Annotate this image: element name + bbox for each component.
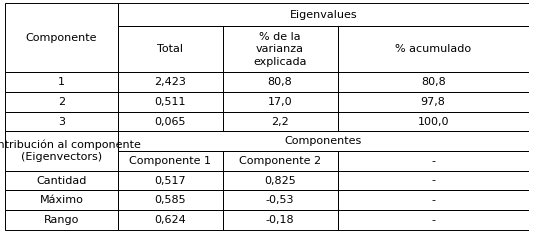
Text: 0,517: 0,517 [154, 175, 186, 185]
Bar [223, 112, 337, 131]
Text: 0,585: 0,585 [154, 195, 186, 205]
Text: 2,423: 2,423 [154, 77, 186, 87]
Bar [118, 210, 223, 230]
Bar [223, 72, 337, 92]
Text: Componente 1: Componente 1 [129, 156, 211, 166]
Bar [118, 190, 223, 210]
Bar [223, 92, 337, 112]
Bar [337, 171, 529, 190]
Text: -: - [431, 195, 435, 205]
Text: 17,0: 17,0 [268, 97, 293, 107]
Text: 0,511: 0,511 [154, 97, 186, 107]
Text: Contribución al componente
(Eigenvectors): Contribución al componente (Eigenvectors… [0, 140, 140, 162]
Bar [118, 112, 223, 131]
Bar [118, 3, 529, 26]
Bar [118, 151, 223, 171]
Bar [118, 72, 223, 92]
Bar [118, 92, 223, 112]
Bar [337, 210, 529, 230]
Bar [223, 210, 337, 230]
Bar [5, 171, 118, 190]
Bar [118, 131, 529, 151]
Bar [337, 190, 529, 210]
Text: Componentes: Componentes [285, 136, 362, 146]
Text: 2: 2 [58, 97, 65, 107]
Bar [337, 151, 529, 171]
Bar [223, 171, 337, 190]
Bar [223, 151, 337, 171]
Text: Cantidad: Cantidad [36, 175, 87, 185]
Bar [5, 92, 118, 112]
Text: -: - [431, 215, 435, 225]
Bar [5, 131, 118, 171]
Bar [337, 112, 529, 131]
Bar [223, 190, 337, 210]
Bar [5, 72, 118, 92]
Bar [337, 92, 529, 112]
Text: Rango: Rango [44, 215, 79, 225]
Text: Componente 2: Componente 2 [239, 156, 321, 166]
Text: Máximo: Máximo [40, 195, 83, 205]
Text: -0,53: -0,53 [266, 195, 294, 205]
Text: -: - [431, 156, 435, 166]
Text: 2,2: 2,2 [271, 116, 289, 127]
Bar [5, 3, 118, 72]
Text: 0,624: 0,624 [154, 215, 186, 225]
Text: 3: 3 [58, 116, 65, 127]
Text: -: - [431, 175, 435, 185]
Text: 1: 1 [58, 77, 65, 87]
Text: % acumulado: % acumulado [395, 44, 471, 54]
Text: 0,825: 0,825 [264, 175, 296, 185]
Bar [223, 26, 337, 72]
Text: Total: Total [157, 44, 183, 54]
Text: 97,8: 97,8 [421, 97, 445, 107]
Text: 100,0: 100,0 [418, 116, 449, 127]
Text: % de la
varianza
explicada: % de la varianza explicada [253, 32, 307, 67]
Bar [337, 26, 529, 72]
Bar [5, 112, 118, 131]
Bar [337, 72, 529, 92]
Bar [118, 171, 223, 190]
Text: 80,8: 80,8 [268, 77, 293, 87]
Text: Componente: Componente [26, 33, 97, 43]
Text: Eigenvalues: Eigenvalues [289, 10, 357, 20]
Text: 80,8: 80,8 [421, 77, 445, 87]
Text: -0,18: -0,18 [266, 215, 294, 225]
Bar [5, 210, 118, 230]
Bar [118, 26, 223, 72]
Text: 0,065: 0,065 [154, 116, 186, 127]
Bar [5, 190, 118, 210]
